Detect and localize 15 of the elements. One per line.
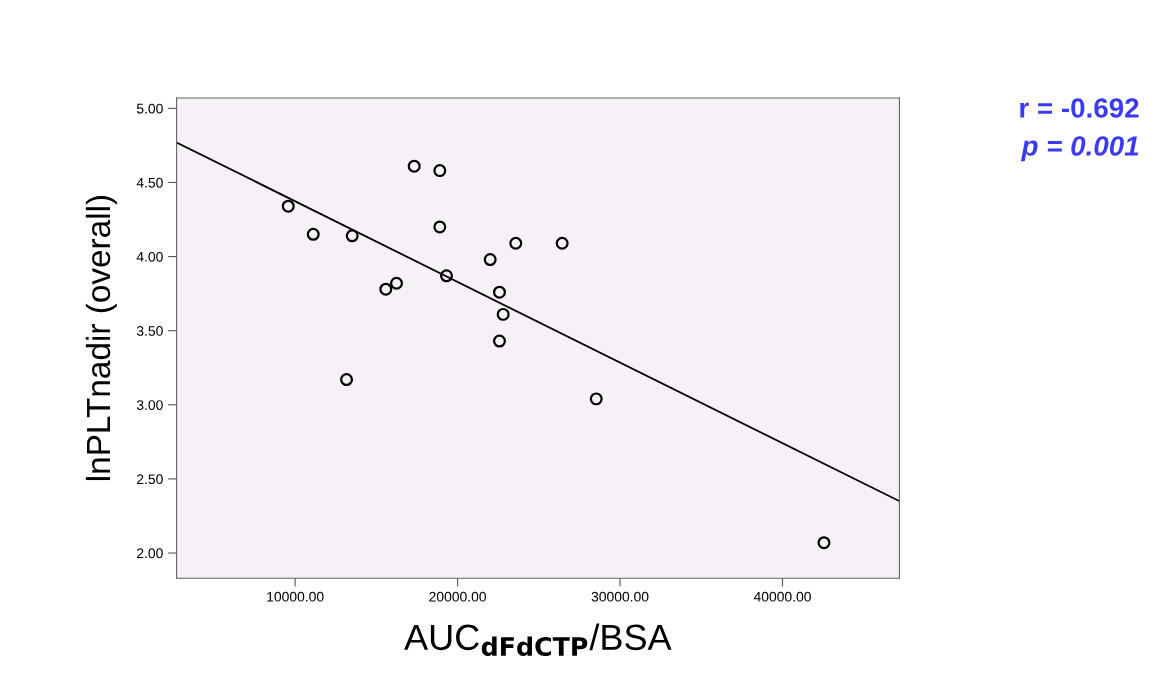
y-tick-label: 4.50 xyxy=(136,177,163,188)
x-tick-label: 20000.00 xyxy=(429,591,487,602)
y-tick-label: 3.00 xyxy=(136,400,163,410)
y-tick-label: 5.00 xyxy=(136,103,163,114)
y-tick-label: 4.00 xyxy=(136,251,163,262)
text: p = 0.001 xyxy=(1020,136,1139,162)
text: r = -0.692 xyxy=(1020,98,1139,118)
y-axis-title: lnPLTnadir (overall) xyxy=(85,195,117,481)
x-axis-title: AUC$_{dFdCTP}$/BSA xyxy=(404,623,672,657)
x-tick-label: 40000.00 xyxy=(753,591,811,602)
y-tick-label: 3.50 xyxy=(136,326,163,336)
x-tick-label: 30000.00 xyxy=(591,591,649,602)
x-tick-label: 10000.00 xyxy=(267,591,324,602)
y-tick-label: 2.00 xyxy=(137,548,163,559)
y-tick-label: 2.50 xyxy=(137,474,163,485)
